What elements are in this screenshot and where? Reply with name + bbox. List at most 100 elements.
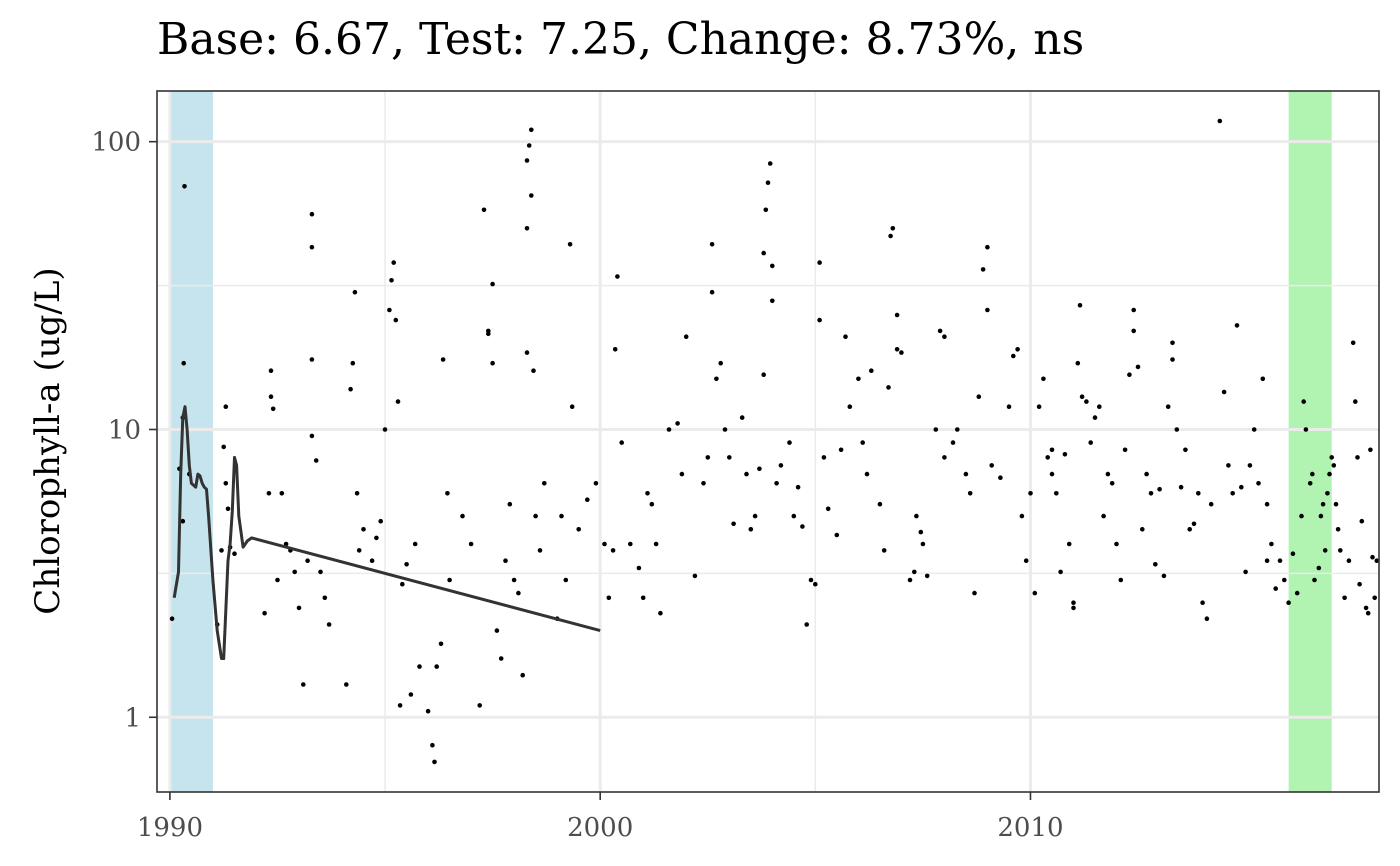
data-point: [309, 211, 315, 217]
data-point: [763, 207, 769, 213]
data-point: [1071, 605, 1076, 611]
data-point: [1372, 595, 1377, 601]
data-point: [529, 193, 534, 198]
data-point: [649, 501, 655, 507]
data-point: [348, 386, 353, 392]
data-point: [972, 590, 977, 596]
data-point: [1230, 491, 1235, 496]
data-point: [1036, 404, 1042, 410]
trend-line: [172, 405, 601, 660]
data-point: [1105, 471, 1111, 477]
data-point: [1256, 481, 1261, 486]
data-point: [1028, 491, 1033, 496]
data-point: [296, 605, 302, 611]
data-point: [1049, 447, 1055, 453]
data-point: [1101, 513, 1106, 519]
data-point: [169, 616, 175, 621]
data-point: [477, 703, 483, 708]
y-axis-title: Chlorophyll-a (ug/L): [28, 267, 68, 614]
data-point: [813, 581, 818, 587]
data-point: [486, 331, 491, 337]
data-point: [391, 260, 397, 265]
data-point: [888, 233, 893, 239]
data-point: [516, 590, 521, 596]
data-point: [382, 427, 388, 432]
data-point: [1335, 527, 1341, 532]
y-tick-label: 100: [91, 128, 141, 158]
data-point: [1153, 562, 1158, 567]
data-point: [1204, 616, 1210, 621]
data-point: [404, 562, 409, 567]
data-point: [817, 260, 822, 265]
data-point: [1234, 323, 1240, 328]
data-point: [727, 455, 732, 460]
data-point: [1122, 447, 1128, 453]
data-point: [387, 307, 392, 313]
data-point: [438, 641, 444, 647]
data-point: [1363, 605, 1369, 611]
data-point: [912, 569, 917, 575]
data-point: [985, 244, 990, 250]
data-point: [1247, 463, 1253, 468]
data-point: [1178, 484, 1184, 490]
data-point: [400, 581, 405, 587]
data-point: [393, 317, 399, 323]
data-point: [615, 274, 620, 279]
data-point: [563, 577, 569, 583]
data-point: [1221, 389, 1227, 395]
data-point: [1243, 569, 1248, 575]
data-point: [567, 242, 573, 247]
data-point: [1299, 513, 1304, 519]
grid: [157, 91, 1379, 792]
y-tick-label: 10: [108, 415, 141, 445]
data-point: [1045, 455, 1050, 460]
data-point: [1322, 548, 1328, 553]
data-point: [645, 491, 650, 496]
data-point: [778, 463, 784, 468]
data-point: [412, 541, 418, 547]
data-point: [1114, 541, 1119, 547]
data-point: [1058, 569, 1063, 575]
data-point: [950, 440, 956, 445]
data-point: [683, 334, 689, 340]
data-point: [886, 385, 891, 390]
data-point: [460, 513, 465, 519]
chart-title: Base: 6.67, Test: 7.25, Change: 8.73%, n…: [157, 14, 1085, 65]
data-point: [705, 455, 711, 460]
data-point: [318, 569, 323, 575]
data-point: [1097, 404, 1102, 410]
data-point: [447, 577, 452, 583]
data-point: [395, 399, 401, 404]
data-point: [1355, 455, 1360, 460]
data-point: [322, 595, 328, 601]
data-point: [877, 501, 883, 507]
data-point: [653, 541, 659, 547]
data-point: [1077, 303, 1083, 308]
data-point: [270, 406, 276, 412]
data-point: [1365, 610, 1371, 616]
data-point: [585, 497, 590, 503]
data-point: [1353, 399, 1358, 404]
data-point: [1084, 399, 1089, 404]
data-point: [1170, 357, 1175, 362]
data-point: [606, 595, 612, 601]
data-point: [1118, 577, 1124, 583]
data-point: [1131, 328, 1136, 334]
data-point: [907, 577, 913, 583]
data-point: [675, 421, 680, 426]
data-point: [1144, 471, 1149, 477]
axes: 1990 2000 2010 1 10 100: [91, 128, 1063, 843]
data-point: [1333, 501, 1339, 507]
data-point: [918, 529, 924, 535]
data-point: [1127, 372, 1132, 378]
x-tick-label: 2000: [567, 813, 633, 843]
data-point: [1303, 427, 1309, 432]
data-point: [181, 360, 186, 366]
data-point: [834, 532, 840, 538]
data-point: [1310, 471, 1315, 477]
data-point: [1357, 581, 1362, 587]
data-point: [354, 491, 360, 496]
data-point: [914, 513, 919, 519]
panel-border: [156, 90, 1380, 793]
data-point: [1350, 340, 1356, 346]
